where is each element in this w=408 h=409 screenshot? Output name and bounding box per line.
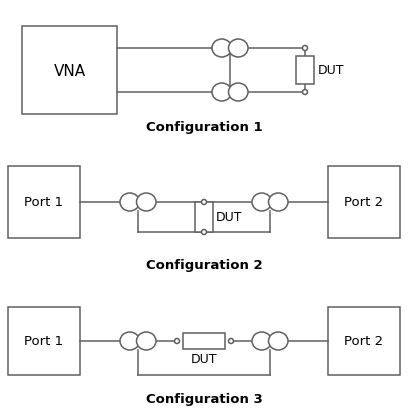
Circle shape	[302, 46, 308, 52]
Circle shape	[202, 200, 206, 205]
Ellipse shape	[228, 84, 248, 102]
Ellipse shape	[120, 332, 140, 350]
Ellipse shape	[228, 40, 248, 58]
Ellipse shape	[212, 40, 231, 58]
Text: Port 1: Port 1	[24, 196, 64, 209]
Ellipse shape	[137, 193, 156, 211]
Ellipse shape	[137, 332, 156, 350]
Ellipse shape	[268, 193, 288, 211]
Ellipse shape	[268, 332, 288, 350]
Bar	[195, 202, 213, 232]
Circle shape	[302, 90, 308, 95]
Circle shape	[228, 339, 233, 344]
Text: DUT: DUT	[318, 64, 344, 77]
Bar	[22, 27, 117, 115]
Bar	[183, 333, 225, 349]
Bar	[328, 307, 400, 375]
Bar	[328, 166, 400, 238]
Text: DUT: DUT	[216, 211, 242, 224]
Ellipse shape	[252, 193, 271, 211]
Ellipse shape	[120, 193, 140, 211]
Text: Port 2: Port 2	[344, 196, 384, 209]
Text: Configuration 2: Configuration 2	[146, 259, 262, 272]
Text: VNA: VNA	[53, 63, 86, 78]
Ellipse shape	[252, 332, 271, 350]
Circle shape	[202, 230, 206, 235]
Ellipse shape	[212, 84, 231, 102]
Text: Configuration 1: Configuration 1	[146, 120, 262, 133]
Circle shape	[175, 339, 180, 344]
Text: Configuration 3: Configuration 3	[146, 393, 262, 405]
Bar	[296, 57, 314, 85]
Bar	[8, 166, 80, 238]
Bar	[8, 307, 80, 375]
Text: DUT: DUT	[191, 352, 217, 365]
Text: Port 2: Port 2	[344, 335, 384, 348]
Text: Port 1: Port 1	[24, 335, 64, 348]
